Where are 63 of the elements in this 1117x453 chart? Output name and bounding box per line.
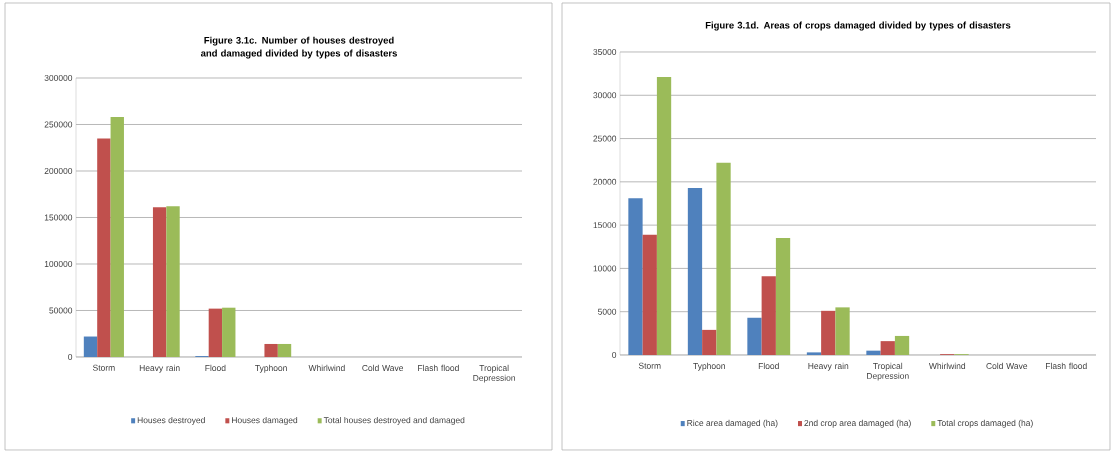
bar (277, 343, 292, 357)
bar (264, 343, 278, 357)
y-tick-label: 35000 (593, 48, 617, 55)
bar (821, 310, 836, 355)
x-tick-label: Tropical Depression (473, 364, 515, 383)
bar (702, 329, 717, 355)
x-tick-label: Tropical Depression (867, 362, 909, 381)
y-tick-label: 150000 (44, 214, 73, 221)
x-tick-label: Flash flood (1046, 362, 1087, 369)
y-tick-label: 0 (612, 351, 617, 358)
bar (894, 335, 910, 355)
bar (222, 307, 236, 357)
bar (880, 341, 895, 355)
bar (642, 234, 657, 355)
y-tick-label: 5000 (598, 308, 617, 315)
bar (866, 350, 881, 355)
bar (775, 238, 791, 355)
bar (716, 162, 731, 355)
x-tick-label: Whirlwind (308, 364, 345, 371)
x-tick-label: Whirlwind (928, 362, 966, 369)
y-tick-label: 100000 (44, 260, 73, 267)
legend-label: Total crops damaged (ha) (937, 419, 1033, 428)
legend-label: Total houses destroyed and damaged (323, 416, 465, 425)
y-tick-label: 250000 (44, 121, 73, 128)
legend-label: Houses damaged (232, 416, 298, 425)
x-tick-label: Storm (638, 362, 661, 369)
x-tick-label: Cold Wave (986, 362, 1028, 369)
bar (747, 317, 762, 355)
x-tick-label: Typhoon (693, 362, 725, 371)
bar (761, 276, 776, 355)
x-tick-label: Heavy rain (808, 362, 849, 371)
y-tick-label: 20000 (593, 178, 617, 185)
chart-title: Figure 3.1d. Areas of crops damaged divided by types of disasters (705, 21, 1011, 31)
x-tick-label: Flash flood (418, 364, 459, 371)
bar (806, 352, 822, 355)
bar (687, 187, 703, 355)
y-tick-label: 15000 (593, 222, 617, 229)
y-tick-label: 300000 (44, 74, 73, 81)
y-tick-label: 50000 (49, 307, 73, 314)
x-tick-label: Flood (205, 364, 226, 371)
bar (835, 307, 850, 355)
y-tick-label: 30000 (593, 92, 617, 99)
bar (83, 336, 98, 357)
chart-title: Figure 3.1c. Number of houses destroyed and damaged divided by types of disasters (200, 36, 397, 59)
y-tick-label: 0 (68, 353, 73, 360)
x-tick-label: Storm (92, 364, 115, 371)
x-tick-label: Flood (758, 362, 779, 369)
y-tick-label: 200000 (44, 167, 73, 174)
bar (152, 207, 167, 357)
bar (628, 198, 643, 355)
bar (656, 77, 672, 355)
bar (97, 138, 111, 357)
legend-label: Rice area damaged (ha) (687, 419, 778, 428)
y-tick-label: 10000 (593, 265, 617, 272)
legend-label: 2nd crop area damaged (ha) (804, 419, 911, 428)
legend-label: Houses destroyed (137, 416, 205, 425)
bar (208, 308, 223, 357)
bar (166, 206, 180, 357)
x-tick-label: Typhoon (255, 364, 287, 373)
y-tick-label: 25000 (593, 135, 617, 142)
x-tick-label: Cold Wave (362, 364, 404, 371)
x-tick-label: Heavy rain (139, 364, 180, 373)
bar (110, 117, 124, 357)
